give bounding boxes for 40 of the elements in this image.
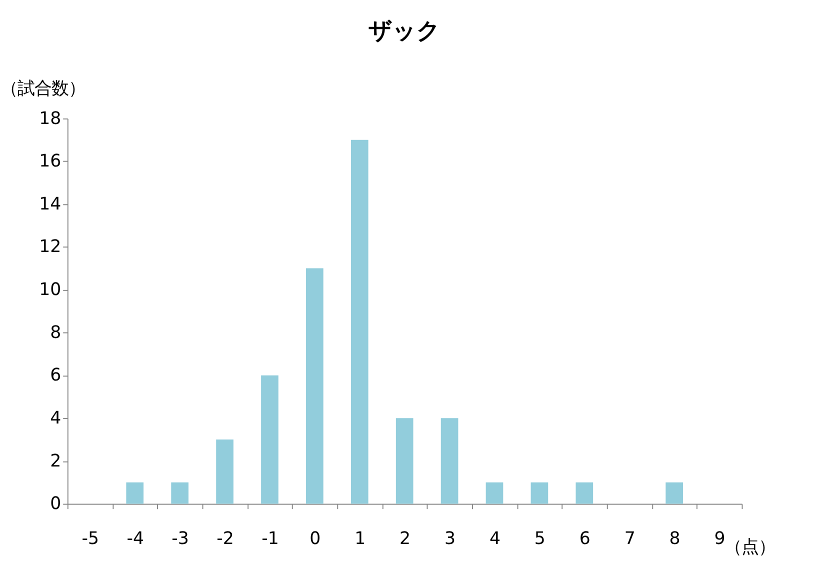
x-tick-label: -5 (82, 528, 100, 549)
bar (171, 482, 188, 504)
y-tick-label: 12 (39, 237, 62, 258)
y-tick-label: 18 (39, 108, 62, 129)
bar (396, 418, 414, 504)
y-tick-label: 4 (50, 408, 62, 428)
bar (216, 440, 234, 504)
y-tick-label: 14 (39, 194, 62, 214)
x-tick-label: -4 (126, 528, 144, 549)
bar (486, 482, 504, 504)
y-tick-label: 8 (50, 322, 62, 343)
bar (440, 418, 458, 504)
x-tick-label: 4 (489, 528, 500, 549)
chart-title: ザック (368, 18, 441, 44)
y-tick-label: 10 (39, 280, 62, 300)
y-axis-title: （試合数） (0, 78, 86, 99)
bar (126, 482, 144, 504)
x-axis-title: （点） (724, 537, 776, 558)
x-tick-label: 6 (579, 528, 590, 549)
bar (261, 375, 278, 504)
y-tick-label: 6 (50, 366, 62, 386)
bar (666, 482, 683, 504)
y-tick-label: 16 (39, 152, 62, 172)
bar (350, 140, 368, 504)
x-tick-label: 3 (444, 528, 456, 549)
x-tick-label: 5 (534, 528, 546, 549)
x-tick-label: -2 (216, 528, 234, 549)
y-tick-label: 2 (50, 451, 62, 472)
bar (576, 482, 594, 504)
x-tick-label: 9 (714, 528, 726, 549)
bar (306, 268, 324, 504)
x-tick-label: 2 (400, 528, 411, 549)
x-tick-label: 8 (669, 528, 680, 549)
x-tick-label: 1 (354, 528, 366, 549)
x-tick-label: -3 (172, 528, 189, 549)
x-tick-label: 7 (624, 528, 636, 549)
x-tick-label: 0 (310, 528, 321, 549)
y-tick-label: 0 (50, 494, 62, 514)
x-tick-label: -1 (262, 528, 279, 549)
bar (530, 482, 548, 504)
